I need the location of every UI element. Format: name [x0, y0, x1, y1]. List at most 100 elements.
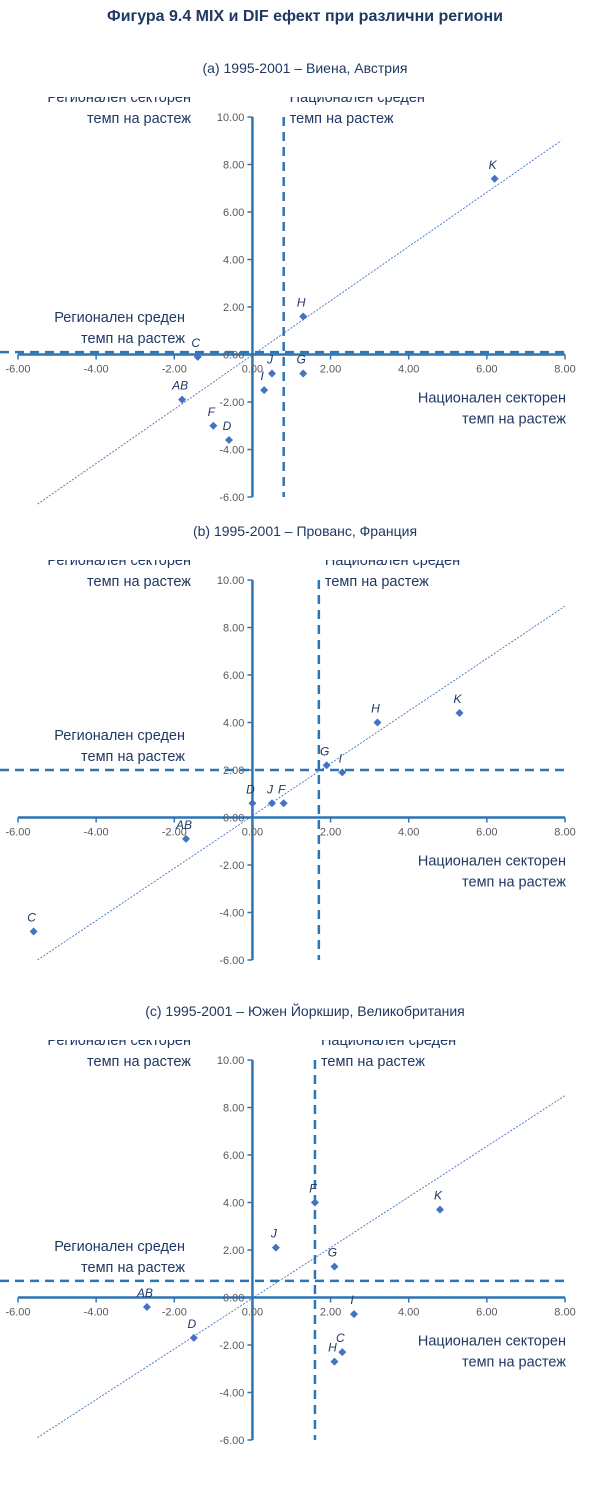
data-label: K [489, 158, 498, 172]
x-tick-label: 2.00 [320, 1307, 341, 1319]
scatter-plot: 10.00 8.00 6.00 4.00 2.00 0.00 -2.00 -4.00 -6.00… [0, 560, 576, 967]
data-point [322, 761, 331, 770]
annotation-national-average: Национален среден темп на растеж [321, 1040, 456, 1070]
annotation-national-sector: Национален секторен темп на растеж [418, 854, 566, 891]
trendline [37, 605, 566, 961]
x-tick-label: 0.00 [242, 827, 263, 839]
y-tick-label: -2.00 [219, 1340, 244, 1352]
data-point [271, 1243, 280, 1252]
x-tick-label: -4.00 [84, 364, 109, 376]
data-point [267, 369, 276, 378]
y-tick-label: -2.00 [219, 397, 244, 409]
y-tick-label: 8.00 [223, 1103, 244, 1115]
x-tick-label: -6.00 [5, 1307, 30, 1319]
data-label: F [208, 405, 216, 419]
chart-title: (a) 1995-2001 – Виена, Австрия [202, 60, 408, 76]
data-label: J [266, 353, 274, 367]
annotation-regional-average: Регионален среден темп на растеж [54, 728, 185, 765]
data-label: F [309, 1182, 317, 1196]
y-tick-label: 10.00 [217, 1055, 245, 1067]
y-tick-label: 4.00 [223, 255, 244, 267]
annotation-regional-sector: Регионален секторен темп на растеж [47, 1040, 191, 1070]
data-point [193, 352, 202, 361]
data-point [330, 1357, 339, 1366]
data-label: I [339, 751, 343, 765]
annotation-regional-average: Регионален среден темп на растеж [54, 310, 185, 347]
x-tick-label: 0.00 [242, 1307, 263, 1319]
x-tick-label: -6.00 [5, 827, 30, 839]
data-point [267, 799, 276, 808]
chart-title: (c) 1995-2001 – Южен Йоркшир, Великобрит… [145, 1003, 465, 1019]
data-point [279, 799, 288, 808]
y-tick-label: 0.00 [223, 813, 244, 825]
data-label: C [27, 911, 36, 925]
data-point [455, 709, 464, 717]
data-point [299, 312, 308, 321]
x-tick-label: -2.00 [162, 827, 187, 839]
y-tick-label: 8.00 [223, 160, 244, 172]
data-point [209, 421, 218, 430]
annotation-regional-average: Регионален среден темп на растеж [54, 1239, 185, 1276]
x-tick-label: 4.00 [398, 364, 419, 376]
y-tick-label: 10.00 [217, 112, 245, 124]
y-tick-label: 6.00 [223, 1150, 244, 1162]
annotation-national-average: Национален среден темп на растеж [290, 97, 425, 127]
y-tick-label: 2.00 [223, 302, 244, 314]
data-label: D [223, 419, 232, 433]
data-label: I [350, 1293, 354, 1307]
y-tick-label: 6.00 [223, 207, 244, 219]
data-label: D [187, 1317, 196, 1331]
scatter-plot: 10.00 8.00 6.00 4.00 2.00 0.00 -2.00 -4.00 -6.00… [0, 1040, 576, 1447]
data-label: G [328, 1246, 337, 1260]
x-tick-label: 2.00 [320, 827, 341, 839]
data-label: AB [171, 379, 188, 393]
data-label: AB [175, 818, 192, 832]
data-point [490, 174, 499, 183]
x-tick-label: 6.00 [476, 1307, 497, 1319]
scatter-plot: 10.00 8.00 6.00 4.00 2.00 0.00 -2.00 -4.00 -6.00… [0, 97, 576, 505]
x-tick-label: 4.00 [398, 827, 419, 839]
y-tick-label: -4.00 [219, 445, 244, 457]
x-tick-label: 4.00 [398, 1307, 419, 1319]
annotation-national-sector: Национален секторен темп на растеж [418, 1334, 566, 1371]
data-label: G [320, 744, 329, 758]
x-tick-label: 8.00 [554, 364, 575, 376]
x-tick-label: 6.00 [476, 827, 497, 839]
x-tick-label: 0.00 [242, 364, 263, 376]
y-tick-label: -4.00 [219, 908, 244, 920]
data-point [338, 768, 347, 777]
data-point [310, 1198, 319, 1207]
data-point [260, 386, 269, 395]
y-tick-label: -4.00 [219, 1388, 244, 1400]
x-tick-label: -2.00 [162, 364, 187, 376]
y-tick-label: 10.00 [217, 575, 245, 587]
data-point [350, 1310, 359, 1319]
y-tick-label: 0.00 [223, 1293, 244, 1305]
data-point [224, 436, 233, 444]
data-point [435, 1205, 444, 1214]
annotation-regional-sector: Регионален секторен темп на растеж [47, 560, 191, 590]
data-point [299, 369, 308, 378]
x-tick-label: 2.00 [320, 364, 341, 376]
data-point [338, 1348, 347, 1357]
data-point [182, 834, 191, 843]
data-label: I [260, 369, 264, 383]
data-label: D [246, 782, 255, 796]
x-tick-label: 6.00 [476, 364, 497, 376]
trendline [37, 140, 562, 505]
chart-title: (b) 1995-2001 – Прованс, Франция [192, 523, 418, 539]
data-point [330, 1262, 339, 1271]
data-label: K [453, 692, 462, 706]
data-point [142, 1303, 151, 1311]
annotation-national-average: Национален среден темп на растеж [325, 560, 460, 590]
y-tick-label: -6.00 [219, 1435, 244, 1447]
y-tick-label: 2.00 [223, 1245, 244, 1257]
data-point [373, 718, 382, 727]
data-label: G [297, 353, 306, 367]
data-label: C [336, 1331, 345, 1345]
data-label: C [191, 336, 200, 350]
annotation-national-sector: Национален секторен темп на растеж [418, 391, 566, 428]
x-tick-label: 8.00 [554, 827, 575, 839]
x-tick-label: -4.00 [84, 1307, 109, 1319]
y-tick-label: 6.00 [223, 670, 244, 682]
